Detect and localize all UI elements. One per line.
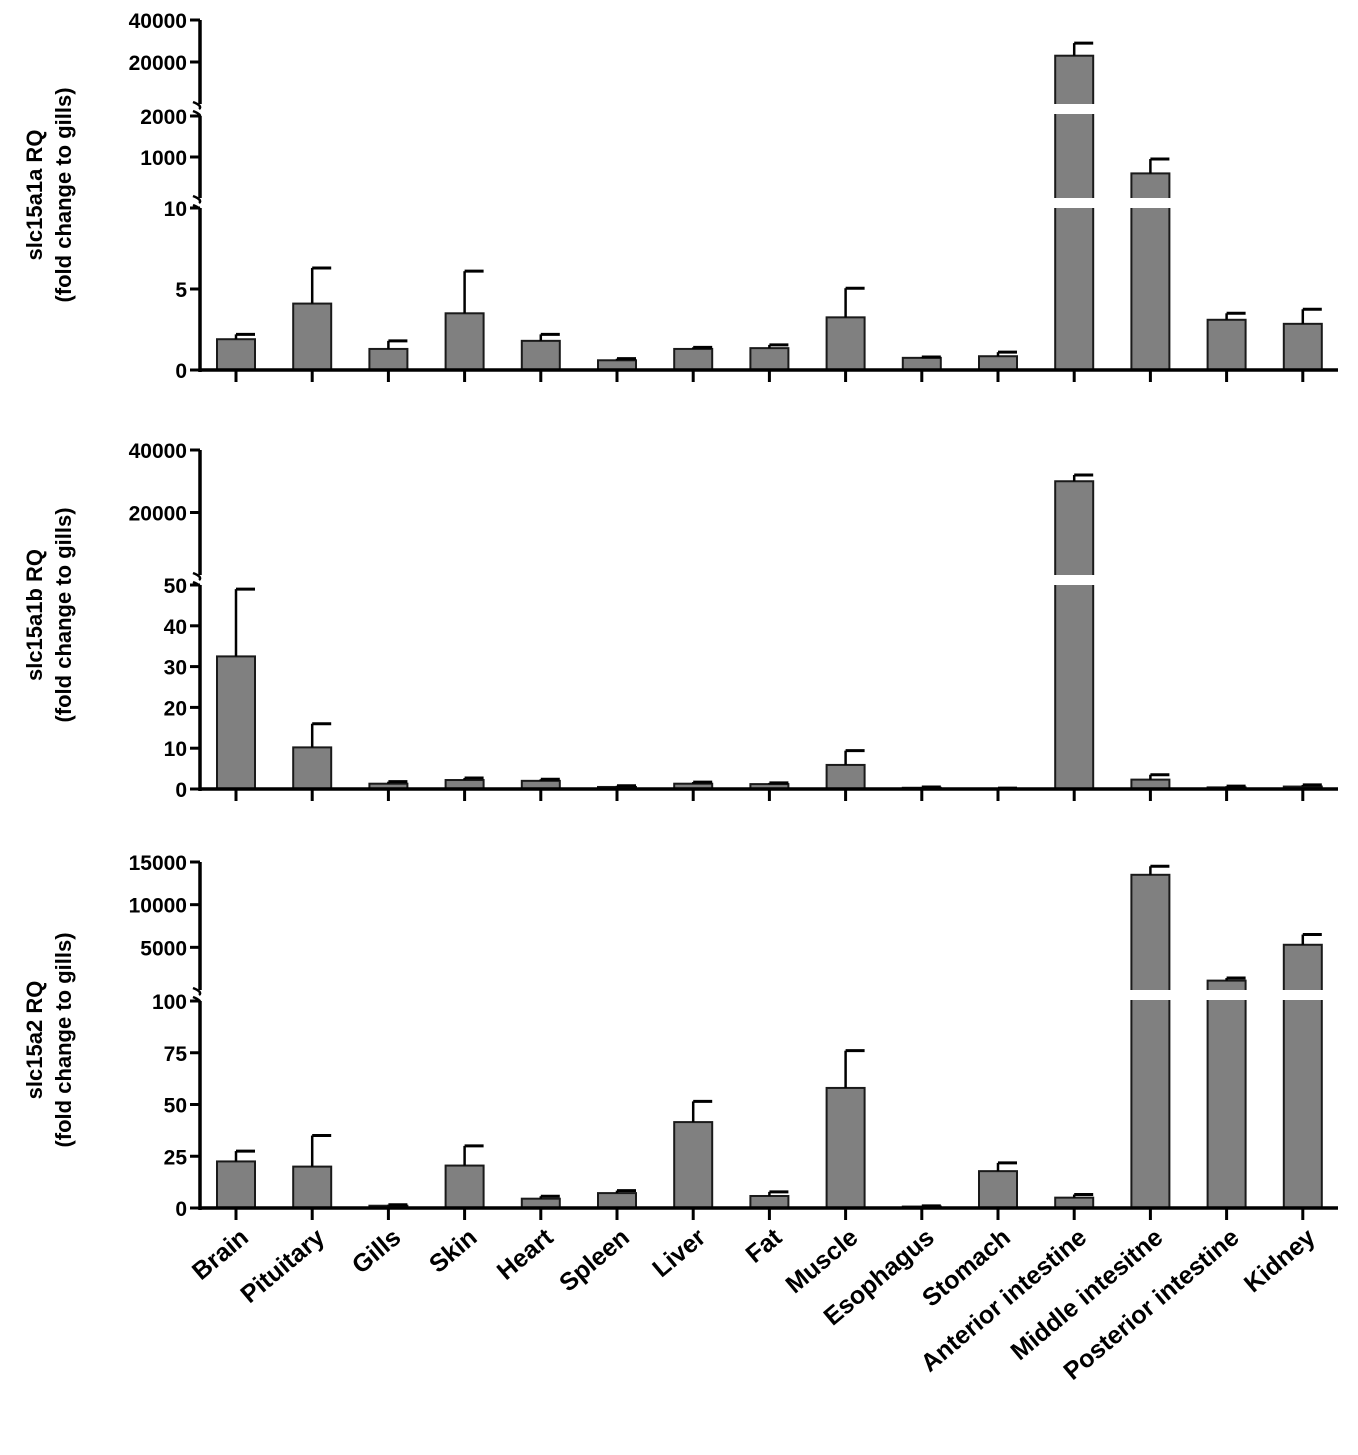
axis-break-gap-0-11-0 xyxy=(1053,198,1096,208)
bar-2-1 xyxy=(292,1165,333,1209)
bar-2-8 xyxy=(825,1086,866,1209)
y-tick-label-0-1-0: 1000 xyxy=(140,147,187,170)
axis-break-mark-bottom-0-0 xyxy=(192,203,202,213)
y-tick-label-2-0-0: 0 xyxy=(175,1198,187,1221)
bar-2-7 xyxy=(749,1194,790,1210)
y-axis-label-0-1: (fold change to gills) xyxy=(51,87,76,302)
bar-0-1 xyxy=(292,302,333,371)
y-tick-label-2-0-4: 100 xyxy=(152,991,187,1014)
bar-2-14 xyxy=(1282,943,1323,1209)
axis-break-mark-bottom-2-0 xyxy=(192,995,202,1005)
axis-break-mark-top-0-0 xyxy=(192,194,202,204)
y-tick-label-1-1-1: 40000 xyxy=(129,440,187,463)
bar-2-5 xyxy=(597,1192,637,1209)
y-tick-label-0-0-0: 0 xyxy=(175,360,187,383)
category-label-5: Spleen xyxy=(554,1223,635,1297)
axis-break-gap-1-11-0 xyxy=(1053,575,1096,585)
bar-0-2 xyxy=(368,347,409,372)
y-tick-label-1-0-1: 10 xyxy=(164,738,187,761)
y-axis-label-1-1: (fold change to gills) xyxy=(51,507,76,722)
category-label-4: Heart xyxy=(492,1223,559,1286)
bar-0-7 xyxy=(749,347,790,372)
axis-break-mark-bottom-0-1 xyxy=(192,109,202,119)
y-tick-label-2-0-1: 25 xyxy=(164,1146,188,1169)
axis-break-mark-top-1-0 xyxy=(192,571,202,581)
y-tick-label-2-0-2: 50 xyxy=(164,1095,187,1118)
y-tick-label-1-0-5: 50 xyxy=(164,575,187,598)
bar-1-0 xyxy=(216,655,256,791)
y-tick-label-2-1-1: 10000 xyxy=(129,895,187,918)
axis-break-mark-top-2-0 xyxy=(192,986,202,996)
axis-break-gap-0-11-1 xyxy=(1053,104,1096,114)
bar-2-12 xyxy=(1130,873,1171,1209)
y-tick-label-2-0-3: 75 xyxy=(164,1043,188,1066)
bar-0-8 xyxy=(825,316,866,372)
bar-2-0 xyxy=(216,1160,256,1210)
bar-2-3 xyxy=(444,1164,485,1209)
y-tick-label-1-0-4: 40 xyxy=(164,616,187,639)
category-label-3: Skin xyxy=(424,1223,482,1278)
y-tick-label-1-1-0: 20000 xyxy=(129,503,187,526)
bar-0-0 xyxy=(216,338,256,372)
bar-1-11 xyxy=(1054,480,1095,790)
category-label-6: Liver xyxy=(647,1223,711,1283)
y-tick-label-0-1-1: 2000 xyxy=(140,106,187,129)
y-tick-label-1-0-2: 20 xyxy=(164,697,187,720)
y-axis-label-0-0: slc15a1a RQ xyxy=(22,130,47,261)
y-axis-label-1-0: slc15a1b RQ xyxy=(22,549,47,681)
category-label-0: Brain xyxy=(187,1223,254,1286)
bar-1-1 xyxy=(292,746,333,790)
axis-break-gap-2-14-0 xyxy=(1281,990,1324,1000)
category-label-14: Kidney xyxy=(1239,1223,1321,1298)
bar-2-10 xyxy=(978,1170,1018,1210)
y-tick-label-1-0-0: 0 xyxy=(175,779,187,802)
bar-0-3 xyxy=(444,312,485,371)
axis-break-mark-bottom-1-0 xyxy=(192,580,202,590)
axis-break-mark-top-0-1 xyxy=(192,100,202,110)
bar-1-8 xyxy=(825,763,866,790)
bar-0-10 xyxy=(978,355,1018,372)
bar-0-13 xyxy=(1206,318,1247,371)
y-axis-label-2-0: slc15a2 RQ xyxy=(22,981,47,1100)
y-tick-label-0-0-2: 10 xyxy=(164,198,187,221)
bar-0-9 xyxy=(901,356,942,372)
bar-2-13 xyxy=(1206,979,1247,1210)
y-tick-label-2-1-0: 5000 xyxy=(140,937,187,960)
y-tick-label-1-0-3: 30 xyxy=(164,657,187,680)
axis-break-gap-0-12-0 xyxy=(1129,198,1172,208)
y-tick-label-2-1-2: 15000 xyxy=(129,852,187,875)
category-label-1: Pituitary xyxy=(235,1223,330,1309)
category-label-2: Gills xyxy=(347,1223,407,1279)
bar-0-11 xyxy=(1054,54,1095,371)
bar-0-14 xyxy=(1282,322,1323,371)
axis-break-gap-2-12-0 xyxy=(1129,990,1172,1000)
bar-0-6 xyxy=(673,347,714,372)
category-label-7: Fat xyxy=(741,1223,788,1269)
y-tick-label-0-0-1: 5 xyxy=(175,279,187,302)
bar-0-4 xyxy=(520,339,561,371)
bar-2-6 xyxy=(673,1121,714,1209)
y-tick-label-0-2-1: 40000 xyxy=(129,10,187,33)
axis-break-gap-2-13-0 xyxy=(1205,990,1248,1000)
y-axis-label-2-1: (fold change to gills) xyxy=(51,932,76,1147)
y-tick-label-0-2-0: 20000 xyxy=(129,52,187,75)
